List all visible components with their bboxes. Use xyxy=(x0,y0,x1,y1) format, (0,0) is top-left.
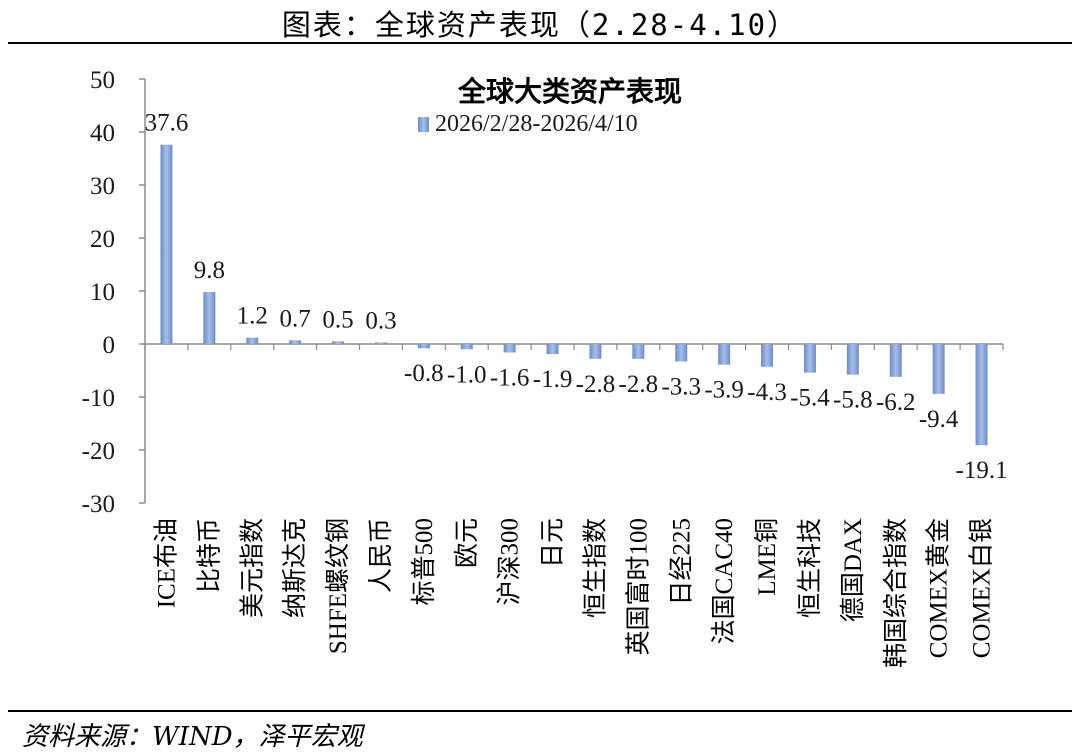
bar xyxy=(374,342,387,344)
bar-chart: 全球大类资产表现 2026/2/28-2026/4/10 50 40 30 20 10 0… xyxy=(82,67,1008,668)
category-label: 英国富时100 xyxy=(624,518,652,656)
bar xyxy=(246,337,259,344)
category-label: 韩国综合指数 xyxy=(882,518,910,668)
data-label: -1.6 xyxy=(490,364,530,391)
category-label: SHFE螺纹钢 xyxy=(324,518,352,654)
bars xyxy=(160,144,988,446)
y-tick-label: 10 xyxy=(90,279,115,306)
y-tick-label: 30 xyxy=(90,173,115,200)
legend: 2026/2/28-2026/4/10 xyxy=(418,111,638,137)
bar xyxy=(889,344,902,377)
bar xyxy=(761,344,774,367)
bar xyxy=(803,344,816,373)
bar xyxy=(203,292,216,344)
data-label: -3.9 xyxy=(704,377,744,404)
data-label: -9.4 xyxy=(919,406,959,433)
category-label: 纳斯达克 xyxy=(281,518,309,618)
bar xyxy=(546,344,559,355)
data-label: -5.8 xyxy=(833,387,873,414)
y-tick-label: 50 xyxy=(90,67,115,94)
bar xyxy=(460,344,473,350)
legend-swatch xyxy=(418,117,429,132)
y-tick-label: 20 xyxy=(90,226,115,253)
bar xyxy=(632,344,645,359)
category-label: 沪深300 xyxy=(496,518,524,606)
category-label: LME铜 xyxy=(753,518,781,596)
data-label: 0.7 xyxy=(280,305,311,332)
category-label: 恒生指数 xyxy=(581,518,609,618)
category-label: 美元指数 xyxy=(238,518,266,618)
data-label: -19.1 xyxy=(956,457,1008,484)
category-label: 日元 xyxy=(540,518,567,568)
data-label: -3.3 xyxy=(661,373,701,400)
category-label: COMEX黄金 xyxy=(925,518,953,658)
y-tick-label: -30 xyxy=(82,491,115,518)
category-label: ICE布油 xyxy=(152,518,180,608)
bar xyxy=(417,344,430,349)
axes: 50 40 30 20 10 0 -10 -20 -30 xyxy=(82,67,1004,518)
bar xyxy=(503,344,516,353)
footer-divider xyxy=(8,710,1072,712)
data-label: -4.3 xyxy=(747,379,787,406)
bar xyxy=(932,344,945,394)
title-divider xyxy=(8,42,1072,44)
data-label: 0.5 xyxy=(322,306,353,333)
category-label: 人民币 xyxy=(368,518,395,593)
bar xyxy=(332,341,345,344)
data-label: -1.0 xyxy=(447,361,487,388)
category-label: 恒生科技 xyxy=(796,518,824,618)
bar xyxy=(675,344,688,362)
y-tick-label: 0 xyxy=(103,332,116,359)
legend-label: 2026/2/28-2026/4/10 xyxy=(435,111,638,137)
data-label: -6.2 xyxy=(876,389,916,416)
category-labels: ICE布油 比特币 美元指数 纳斯达克 SHFE螺纹钢 人民币 标普500 欧元 沪深300 日元… xyxy=(152,518,995,668)
data-label: -2.8 xyxy=(619,371,659,398)
page-title: 图表：全球资产表现（2.28-4.10） xyxy=(281,8,799,42)
data-label: -0.8 xyxy=(404,360,444,387)
bar xyxy=(589,344,602,359)
y-tick-label: 40 xyxy=(90,120,115,147)
category-label: 比特币 xyxy=(195,518,223,593)
data-label: 9.8 xyxy=(194,257,225,284)
data-label: -2.8 xyxy=(576,371,616,398)
category-label: 德国DAX xyxy=(839,518,867,622)
category-label: 欧元 xyxy=(453,518,481,568)
bar xyxy=(846,344,859,375)
y-tick-label: -10 xyxy=(82,385,115,412)
bar xyxy=(160,144,173,344)
category-label: 日经225 xyxy=(667,518,695,606)
data-label: -1.9 xyxy=(533,366,573,393)
bar xyxy=(718,344,731,365)
data-label: 37.6 xyxy=(145,110,189,137)
data-label: -5.4 xyxy=(790,385,830,412)
category-label: COMEX白银 xyxy=(968,518,996,658)
category-label: 法国CAC40 xyxy=(710,518,738,644)
chart-title: 全球大类资产表现 xyxy=(457,75,682,108)
bar xyxy=(975,344,988,446)
bar xyxy=(289,340,302,344)
category-label: 标普500 xyxy=(410,518,438,606)
data-labels: 37.69.81.2 0.7 0.5 0.3-0.8 -1.0 -1.6 -1.9 -2.8-… xyxy=(145,110,1008,485)
y-tick-label: -20 xyxy=(82,438,115,465)
data-label: 0.3 xyxy=(365,307,396,334)
data-label: 1.2 xyxy=(237,303,268,330)
source-note: 资料来源：WIND，泽平宏观 xyxy=(22,722,363,752)
